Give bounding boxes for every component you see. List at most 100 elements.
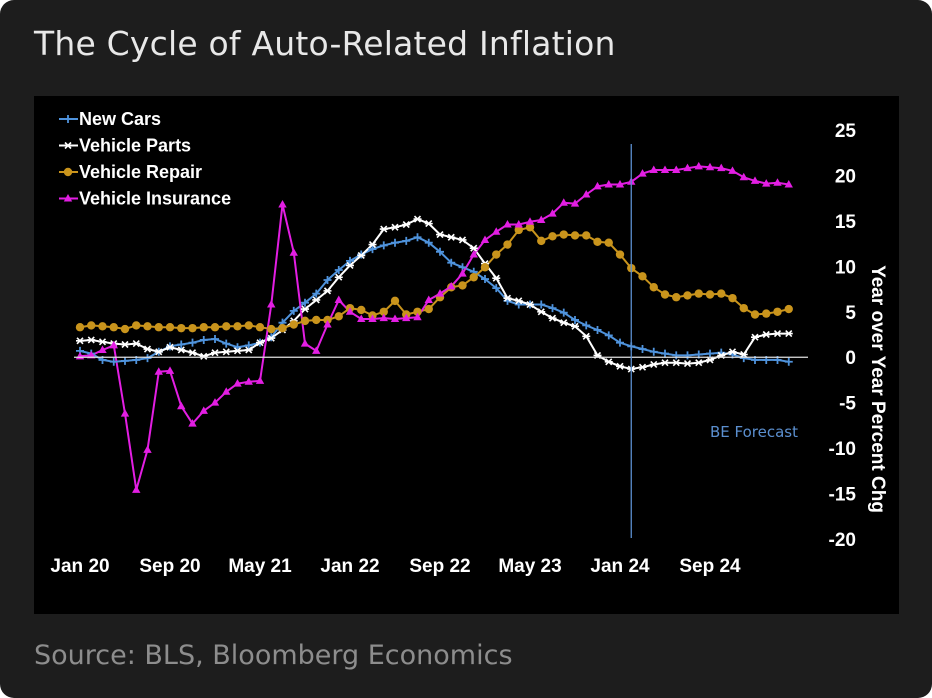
data-point (402, 220, 411, 229)
data-point (503, 240, 512, 249)
y-tick-label: 10 (835, 257, 856, 278)
data-point (582, 332, 591, 340)
series-markers-vehicle-insurance (75, 161, 793, 493)
data-point (672, 293, 681, 302)
data-point (233, 322, 242, 331)
data-point (514, 297, 523, 305)
data-point (672, 165, 681, 173)
data-point (728, 348, 737, 356)
data-point (255, 376, 265, 384)
data-point (525, 223, 535, 232)
data-point (177, 323, 186, 333)
data-point (188, 349, 197, 357)
data-point (222, 322, 231, 331)
data-point (424, 238, 433, 247)
data-point (571, 322, 579, 330)
series-line-vehicle-repair (79, 226, 790, 330)
data-point (762, 330, 771, 339)
data-point (616, 362, 624, 370)
legend-item-new-cars: New Cars (59, 109, 161, 129)
data-point (773, 330, 782, 338)
data-point (773, 178, 782, 186)
data-point (649, 165, 658, 173)
data-point (346, 261, 354, 269)
data-point (537, 236, 546, 246)
data-point (458, 281, 467, 290)
data-point (481, 275, 489, 284)
data-point (593, 181, 602, 190)
data-point (300, 316, 310, 326)
data-point (334, 295, 343, 303)
data-point (357, 305, 366, 315)
y-tick-label: 5 (845, 303, 856, 324)
data-point (604, 180, 613, 188)
data-point (559, 308, 568, 317)
data-point (233, 347, 242, 355)
data-point (390, 296, 400, 306)
data-point (267, 324, 276, 334)
data-point (705, 290, 715, 299)
data-point (357, 251, 366, 259)
series-line-vehicle-parts (79, 218, 789, 370)
data-point (548, 314, 557, 322)
data-point (537, 300, 546, 309)
data-point (582, 231, 591, 240)
data-point (165, 323, 175, 332)
data-point (503, 220, 512, 228)
data-point (739, 350, 748, 359)
data-point (199, 335, 208, 344)
data-point (211, 335, 219, 344)
data-point (121, 340, 129, 349)
data-point (548, 232, 557, 241)
data-point (120, 324, 130, 334)
data-point (447, 258, 456, 267)
data-point (334, 273, 343, 281)
data-point (514, 225, 523, 235)
data-point (177, 340, 186, 349)
data-point (379, 307, 388, 316)
data-point (143, 354, 152, 363)
data-point (649, 347, 658, 356)
data-point (98, 345, 107, 353)
data-point (143, 345, 152, 353)
data-point (75, 323, 85, 332)
data-point (469, 273, 478, 282)
data-point (762, 179, 771, 187)
data-point (244, 321, 253, 330)
data-point (289, 248, 298, 256)
data-point (323, 275, 332, 284)
data-point (548, 304, 557, 313)
data-point (222, 387, 231, 395)
legend-label: Vehicle Repair (79, 162, 202, 182)
data-point (413, 312, 422, 321)
data-point (424, 220, 433, 228)
x-tick-label: Jan 22 (320, 556, 379, 577)
data-point (717, 163, 726, 172)
data-point (109, 323, 118, 332)
x-tick-label: Jan 24 (590, 556, 650, 577)
data-point (289, 306, 298, 315)
source-note: Source: BLS, Bloomberg Economics (34, 640, 513, 671)
data-point (255, 323, 265, 332)
data-point (706, 349, 714, 358)
data-point (424, 295, 433, 303)
data-point (301, 298, 309, 307)
data-point (177, 346, 186, 354)
data-point (469, 244, 478, 252)
data-point (615, 250, 625, 259)
data-point (548, 209, 557, 217)
data-point (188, 338, 197, 347)
data-point (413, 307, 422, 316)
y-tick-label: -10 (829, 439, 856, 460)
data-point (312, 289, 321, 298)
data-point (649, 283, 658, 292)
data-point (582, 190, 591, 198)
legend-label: Vehicle Insurance (79, 189, 231, 209)
data-point (368, 240, 377, 249)
data-point (402, 236, 411, 245)
data-point (312, 346, 321, 354)
data-point (301, 305, 309, 313)
data-point (143, 445, 152, 453)
data-point (447, 281, 456, 290)
data-point (705, 162, 715, 171)
